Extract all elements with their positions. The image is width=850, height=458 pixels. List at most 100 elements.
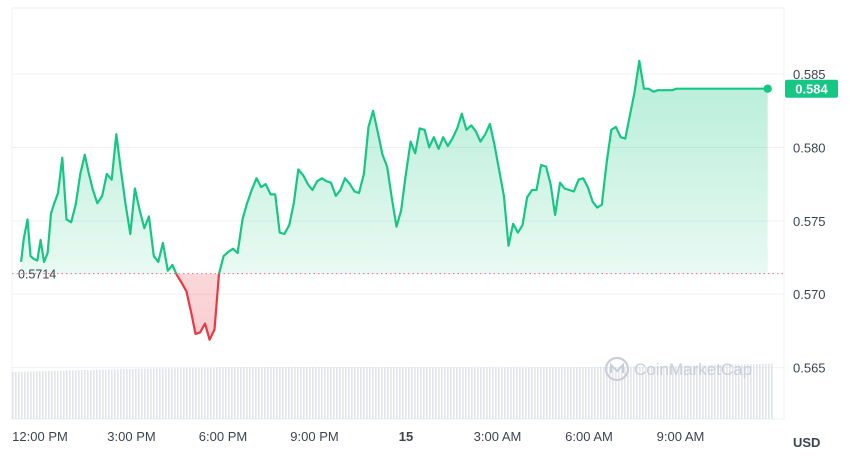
- last-price-value: 0.584: [795, 82, 828, 97]
- volume-bar: [261, 367, 263, 419]
- open-price-label: 0.5714: [18, 268, 56, 282]
- volume-bar: [768, 363, 770, 419]
- volume-bar: [357, 367, 359, 419]
- volume-bar: [591, 367, 593, 419]
- volume-bar: [564, 367, 566, 419]
- volume-bar: [342, 367, 344, 419]
- x-tick-label: 6:00 PM: [199, 429, 247, 444]
- volume-bar: [207, 367, 209, 419]
- volume-bar: [720, 364, 722, 419]
- volume-bar: [36, 371, 38, 419]
- volume-bar: [699, 365, 701, 419]
- x-tick-label: 9:00 AM: [657, 429, 705, 444]
- volume-bar: [450, 367, 452, 419]
- volume-bar: [90, 369, 92, 419]
- volume-bar: [486, 367, 488, 419]
- volume-bar: [624, 366, 626, 419]
- volume-bar: [147, 368, 149, 419]
- volume-bar: [231, 367, 233, 419]
- volume-bar: [582, 367, 584, 419]
- volume-bar: [165, 368, 167, 419]
- volume-bar: [654, 366, 656, 419]
- last-price-badge-bg: [785, 79, 838, 98]
- volume-bar: [636, 366, 638, 419]
- volume-bar: [714, 365, 716, 419]
- volume-bar: [657, 366, 659, 419]
- volume-bar: [18, 371, 20, 419]
- volume-bar: [96, 369, 98, 419]
- volume-bar: [354, 367, 356, 419]
- volume-bar: [579, 367, 581, 419]
- volume-bar: [474, 367, 476, 419]
- volume-bar: [561, 367, 563, 419]
- volume-bar: [672, 365, 674, 419]
- volume-bar: [426, 367, 428, 419]
- volume-bar: [372, 367, 374, 419]
- x-tick-label: 12:00 PM: [12, 429, 68, 444]
- volume-bar: [537, 367, 539, 419]
- volume-bar: [33, 371, 35, 419]
- volume-bar: [543, 367, 545, 419]
- volume-bar: [585, 367, 587, 419]
- volume-bar: [549, 367, 551, 419]
- volume-bar: [24, 371, 26, 419]
- volume-bar: [489, 367, 491, 419]
- volume-bar: [447, 367, 449, 419]
- volume-bar: [66, 370, 68, 419]
- volume-bar: [378, 367, 380, 419]
- volume-bar: [576, 367, 578, 419]
- volume-bar: [429, 367, 431, 419]
- volume-bar: [633, 366, 635, 419]
- volume-bar: [153, 368, 155, 419]
- last-price-badge: 0.584: [785, 79, 838, 98]
- y-tick-label: 0.575: [793, 214, 826, 229]
- volume-bar: [141, 368, 143, 419]
- volume-bar: [57, 370, 59, 419]
- volume-bar: [78, 370, 80, 419]
- volume-bar: [297, 367, 299, 419]
- volume-bar: [684, 365, 686, 419]
- volume-bar: [468, 367, 470, 419]
- y-tick-label: 0.570: [793, 287, 826, 302]
- volume-bar: [204, 367, 206, 419]
- volume-bar: [99, 369, 101, 419]
- volume-bar: [30, 371, 32, 419]
- volume-bar: [747, 364, 749, 419]
- volume-bar: [252, 367, 254, 419]
- volume-bar: [42, 371, 44, 419]
- volume-bar: [72, 370, 74, 419]
- volume-bar: [558, 367, 560, 419]
- volume-bar: [480, 367, 482, 419]
- volume-bar: [258, 367, 260, 419]
- volume-bar: [510, 367, 512, 419]
- watermark-text: CoinMarketCap: [634, 360, 752, 379]
- volume-bar: [519, 367, 521, 419]
- volume-bar: [762, 363, 764, 419]
- volume-bar: [360, 367, 362, 419]
- volume-bar: [513, 367, 515, 419]
- volume-bar: [210, 367, 212, 419]
- volume-bar: [726, 364, 728, 419]
- volume-bar: [180, 368, 182, 419]
- volume-bar: [396, 367, 398, 419]
- volume-bar: [213, 367, 215, 419]
- volume-bar: [369, 367, 371, 419]
- volume-bar: [195, 367, 197, 419]
- volume-bar: [105, 369, 107, 419]
- volume-bar: [189, 367, 191, 419]
- volume-bar: [477, 367, 479, 419]
- volume-bar: [465, 367, 467, 419]
- volume-bar: [441, 367, 443, 419]
- volume-bar: [240, 367, 242, 419]
- volume-bar: [639, 366, 641, 419]
- last-price-marker: [763, 84, 772, 93]
- volume-bar: [177, 368, 179, 419]
- volume-bar: [330, 367, 332, 419]
- currency-label: USD: [793, 435, 820, 450]
- volume-bar: [504, 367, 506, 419]
- volume-bar: [93, 369, 95, 419]
- volume-bar: [69, 370, 71, 419]
- volume-bar: [87, 369, 89, 419]
- volume-bar: [501, 367, 503, 419]
